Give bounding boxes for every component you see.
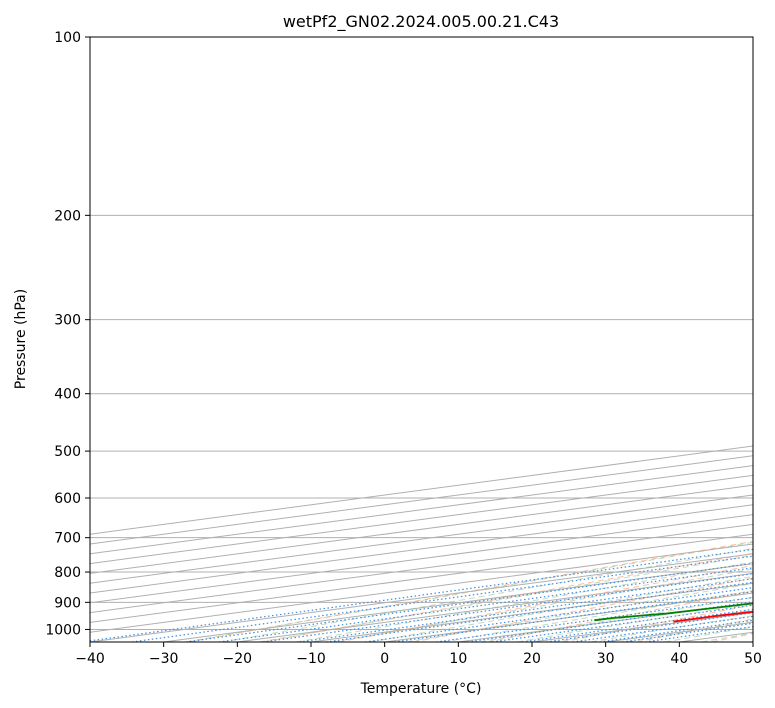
x-tick-label: −30 (149, 651, 179, 667)
x-tick-label: 0 (380, 651, 389, 667)
background-lines (90, 37, 753, 642)
mixing-ratio-line (365, 587, 753, 642)
isotherm-line (90, 504, 753, 594)
y-tick-label: 200 (54, 208, 81, 224)
isotherm-line (90, 465, 753, 555)
y-tick-label: 600 (54, 491, 81, 507)
chart-title: wetPf2_GN02.2024.005.00.21.C43 (283, 12, 559, 32)
x-tick-label: 50 (744, 651, 762, 667)
mixing-ratio-line (185, 562, 753, 642)
y-tick-label: 700 (54, 531, 81, 547)
y-tick-label: 100 (54, 30, 81, 46)
y-tick-label: 400 (54, 387, 81, 403)
moist-adiabat-line (222, 548, 753, 642)
x-tick-label: −10 (296, 651, 326, 667)
dry-adiabat-line (487, 590, 753, 642)
y-tick-label: 800 (54, 565, 81, 581)
axes: −40 −30 −20 −10 0 10 20 30 40 50 100 200 300 400 500 60… (45, 30, 762, 667)
moist-adiabat-line (406, 583, 753, 642)
y-tick-label: 900 (54, 595, 81, 611)
moist-adiabat-line (259, 554, 753, 642)
moist-adiabat-line (185, 541, 753, 642)
x-axis-label: Temperature (°C) (360, 681, 482, 697)
x-tick-label: 30 (597, 651, 615, 667)
mixing-ratio-line (394, 590, 753, 642)
y-tick-label: 300 (54, 313, 81, 329)
isotherm-line (752, 641, 753, 642)
plot-background (90, 37, 753, 642)
y-axis-label: Pressure (hPa) (13, 289, 29, 389)
y-tick-label: 1000 (45, 622, 81, 638)
dry-adiabat-line (263, 552, 753, 642)
y-tick-label: 500 (54, 444, 81, 460)
isotherm-line (90, 484, 753, 574)
isotherm-line (90, 474, 753, 565)
plot-frame (89, 36, 754, 643)
x-tick-label: −20 (223, 651, 253, 667)
moist-adiabat-line (296, 561, 753, 642)
isotherm-line (90, 533, 753, 623)
x-tick-label: 40 (670, 651, 688, 667)
isotherm-line (90, 494, 753, 584)
isotherm-line (90, 523, 753, 614)
mixing-ratio-line (467, 601, 753, 642)
x-tick-label: −40 (75, 651, 105, 667)
isotherm-line (90, 455, 753, 545)
x-tick-label: 20 (523, 651, 541, 667)
x-tick-label: 10 (449, 651, 467, 667)
isotherm-line (90, 514, 753, 604)
